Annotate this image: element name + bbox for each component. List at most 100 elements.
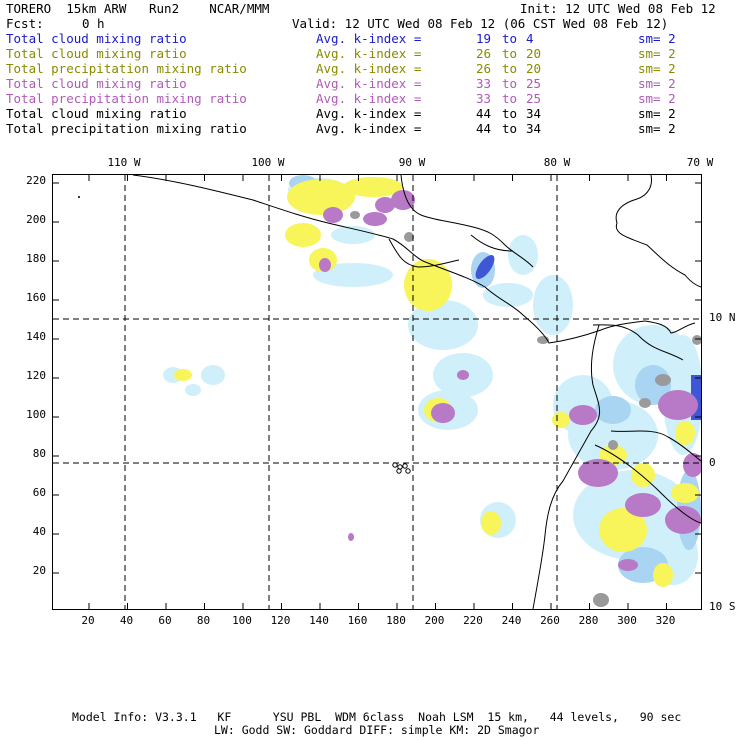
legend-to: to bbox=[502, 31, 518, 46]
x-tick-label: 260 bbox=[540, 614, 560, 627]
legend-kindex-low: 33 bbox=[476, 76, 492, 91]
legend-kindex-high: 34 bbox=[526, 121, 542, 136]
island-outline bbox=[405, 468, 411, 474]
coastline bbox=[592, 324, 684, 361]
y-tick-label: 180 bbox=[26, 252, 46, 265]
cloud-light-patch bbox=[408, 300, 478, 350]
legend-to: to bbox=[502, 61, 518, 76]
y-tick-label: 160 bbox=[26, 291, 46, 304]
precip-purple-patch bbox=[665, 506, 701, 534]
precip-purple-patch bbox=[348, 533, 354, 541]
legend-kindex-label: Avg. k-index = bbox=[316, 91, 422, 106]
island-outline bbox=[396, 468, 402, 474]
cloud-light-patch bbox=[483, 283, 533, 307]
precip-yellow-patch bbox=[631, 463, 655, 487]
legend-smoothing: sm= 2 bbox=[638, 61, 676, 76]
cloud-dark-patch bbox=[475, 255, 495, 279]
legend-kindex-low: 44 bbox=[476, 121, 492, 136]
forecast-label: Fcst: bbox=[6, 16, 44, 31]
legend-kindex-high: 20 bbox=[526, 46, 542, 61]
legend-row: Total cloud mixing ratio Avg. k-index = 19… bbox=[6, 31, 734, 46]
coastline bbox=[532, 324, 600, 609]
precip-yellow-patch bbox=[653, 563, 673, 587]
cloud-light-patch bbox=[331, 226, 375, 244]
x-tick-label: 240 bbox=[501, 614, 522, 627]
x-tick-label: 300 bbox=[617, 614, 637, 627]
legend-kindex-low: 33 bbox=[476, 91, 492, 106]
precip-purple-patch bbox=[618, 559, 638, 571]
legend-field: Total precipitation mixing ratio bbox=[6, 61, 247, 76]
precip-purple-patch bbox=[323, 207, 343, 223]
legend-to: to bbox=[502, 121, 518, 136]
longitude-label: 90 W bbox=[398, 156, 426, 169]
precip-gray-patch bbox=[655, 374, 671, 386]
latitude-label: 10 N bbox=[709, 311, 736, 324]
cloud-light-patch bbox=[508, 235, 538, 275]
precip-purple-patch bbox=[683, 453, 701, 477]
longitude-label: 110 W bbox=[107, 156, 141, 169]
legend-field: Total precipitation mixing ratio bbox=[6, 91, 247, 106]
legend-to: to bbox=[502, 76, 518, 91]
legend-smoothing: sm= 2 bbox=[638, 91, 676, 106]
y-tick-label: 140 bbox=[26, 330, 46, 343]
precip-purple-patch bbox=[363, 212, 387, 226]
x-tick-label: 200 bbox=[424, 614, 445, 627]
legend-kindex-label: Avg. k-index = bbox=[316, 46, 422, 61]
init-time: Init: 12 UTC Wed 08 Feb 12 bbox=[520, 1, 716, 16]
cloud-dark-patch bbox=[691, 375, 701, 420]
precip-yellow-patch bbox=[343, 177, 403, 197]
x-tick-label: 280 bbox=[578, 614, 599, 627]
legend-kindex-low: 19 bbox=[476, 31, 492, 46]
legend-to: to bbox=[502, 91, 518, 106]
cloud-light-patch bbox=[185, 384, 201, 396]
map-panel bbox=[52, 174, 702, 610]
longitude-label: 80 W bbox=[543, 156, 571, 169]
legend-to: to bbox=[502, 106, 518, 121]
legend-row: Total precipitation mixing ratio Avg. k-i… bbox=[6, 91, 734, 106]
coastline bbox=[644, 320, 696, 334]
precip-gray-patch bbox=[608, 440, 618, 450]
precip-purple-patch bbox=[391, 190, 415, 210]
weather-map bbox=[53, 175, 701, 609]
precip-yellow-patch bbox=[287, 179, 355, 215]
legend-row: Total cloud mixing ratio Avg. k-index = 26… bbox=[6, 46, 734, 61]
legend-kindex-high: 4 bbox=[526, 31, 534, 46]
precip-yellow-patch bbox=[552, 412, 570, 428]
y-tick-label: 200 bbox=[26, 213, 46, 226]
precip-purple-patch bbox=[658, 390, 698, 420]
legend-field: Total cloud mixing ratio bbox=[6, 31, 187, 46]
y-tick-label: 120 bbox=[26, 369, 46, 382]
legend-kindex-high: 25 bbox=[526, 91, 542, 106]
latitude-label: 0 bbox=[709, 456, 716, 469]
x-tick-label: 100 bbox=[232, 614, 252, 627]
latitude-label: 10 S bbox=[709, 600, 736, 613]
model-info: Model Info: V3.3.1 KF YSU PBL WDM 6class… bbox=[72, 710, 682, 724]
precip-yellow-patch bbox=[675, 421, 695, 445]
legend-kindex-label: Avg. k-index = bbox=[316, 121, 422, 136]
x-tick-label: 40 bbox=[119, 614, 134, 627]
legend-kindex-label: Avg. k-index = bbox=[316, 61, 422, 76]
legend-field: Total cloud mixing ratio bbox=[6, 46, 187, 61]
legend-field: Total precipitation mixing ratio bbox=[6, 121, 247, 136]
precip-yellow-patch bbox=[599, 508, 647, 552]
precip-gray-patch bbox=[639, 398, 651, 408]
forecast-hour: 0 h bbox=[82, 16, 105, 31]
precip-yellow-patch bbox=[174, 369, 192, 381]
cloud-light-patch bbox=[201, 365, 225, 385]
cloud-light-patch bbox=[533, 275, 573, 335]
legend-to: to bbox=[502, 46, 518, 61]
precip-yellow-patch bbox=[285, 223, 321, 247]
precip-yellow-patch bbox=[481, 511, 501, 535]
precip-purple-patch bbox=[457, 370, 469, 380]
legend-kindex-low: 26 bbox=[476, 61, 492, 76]
precip-purple-patch bbox=[375, 197, 395, 213]
legend-kindex-low: 26 bbox=[476, 46, 492, 61]
precip-yellow-patch bbox=[404, 259, 452, 311]
x-tick-label: 180 bbox=[386, 614, 406, 627]
legend-smoothing: sm= 2 bbox=[638, 76, 676, 91]
x-tick-label: 20 bbox=[81, 614, 95, 627]
legend-row: Total precipitation mixing ratio Avg. k-i… bbox=[6, 121, 734, 136]
legend-kindex-low: 44 bbox=[476, 106, 492, 121]
cloud-light-patch bbox=[313, 263, 393, 287]
x-tick-label: 220 bbox=[463, 614, 483, 627]
